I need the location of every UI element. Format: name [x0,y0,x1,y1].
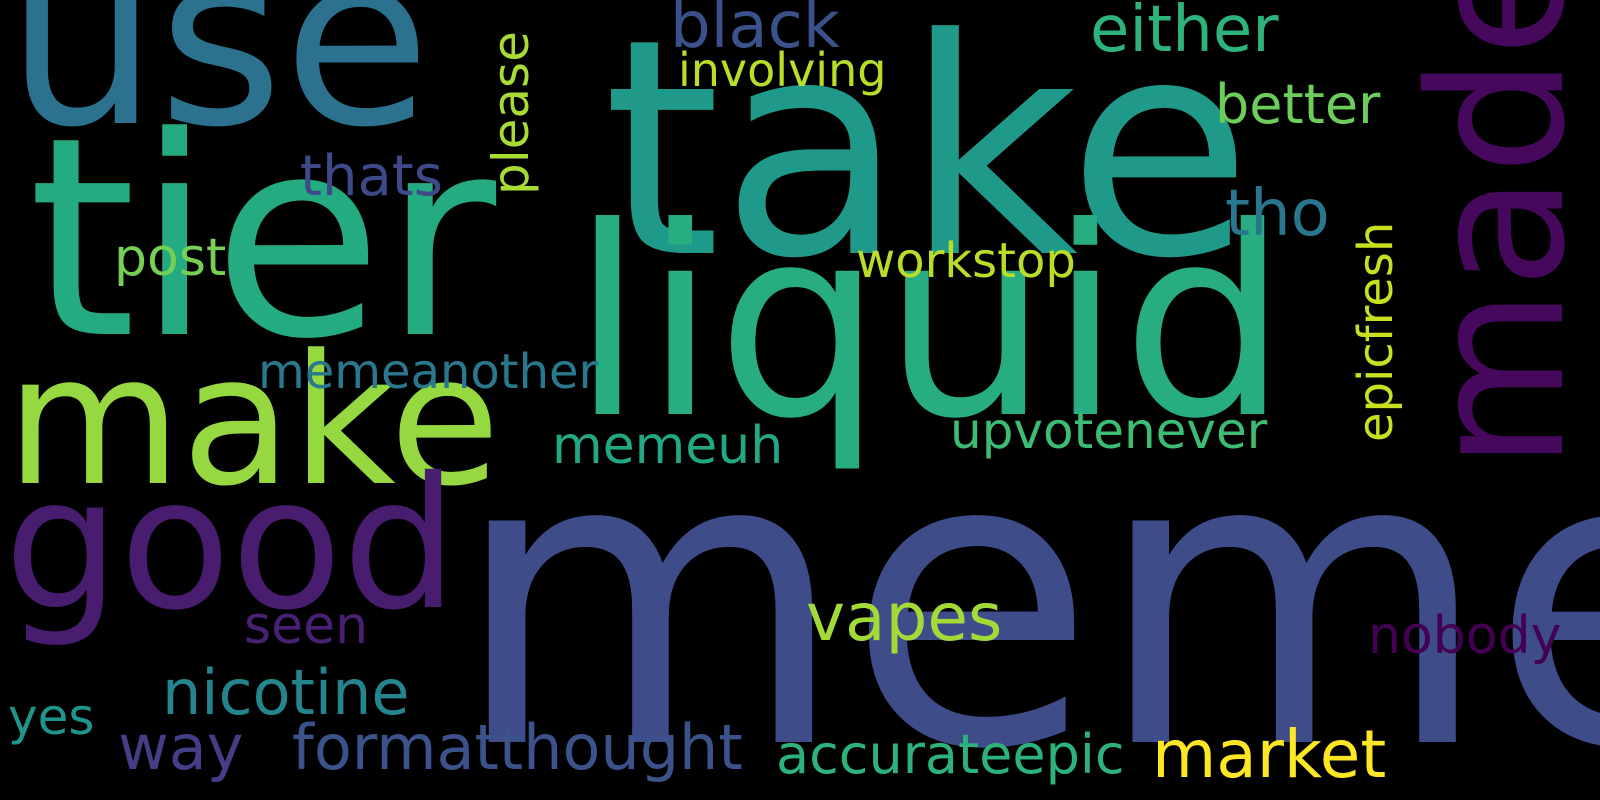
word-thats: thats [300,144,443,209]
word-way: way [118,711,244,784]
word-nicotine: nicotine [162,656,410,729]
word-make: make [6,317,501,526]
word-yes: yes [8,688,95,746]
word-better: better [1215,73,1381,136]
word-either: either [1090,0,1279,67]
word-upvotenever: upvotenever [950,402,1268,460]
word-good: good [4,438,458,650]
word-vapes: vapes [806,579,1003,656]
word-please: please [482,31,540,195]
word-workstop: workstop [856,233,1076,289]
word-post: post [114,228,227,288]
word-liquid: liquid [571,171,1289,476]
word-meme: meme [452,366,1600,800]
word-seen: seen [244,596,369,656]
word-memeanother: memeanother [258,344,599,400]
word-memeuh: memeuh [552,416,784,476]
word-market: market [1152,716,1387,793]
word-formatthought: formatthought [292,711,743,784]
word-epicfresh: epicfresh [1348,221,1404,442]
word-nobody: nobody [1368,606,1562,666]
word-use: use [6,0,431,180]
word-take: take [603,0,1253,324]
word-involving: involving [678,43,887,97]
word-black: black [670,0,840,63]
word-tier: tier [28,79,497,400]
word-accurateepic: accurateepic [776,723,1125,786]
word-made: made [1389,0,1600,470]
word-tho: tho [1225,177,1330,251]
